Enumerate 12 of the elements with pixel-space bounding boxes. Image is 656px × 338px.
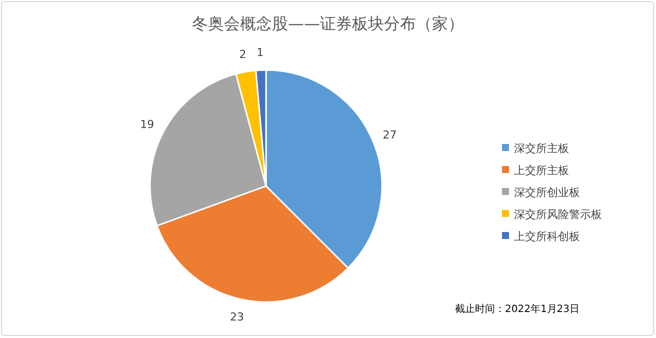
legend-label: 深交所创业板 [514,186,580,199]
data-label: 19 [140,118,154,131]
data-label: 2 [239,48,246,61]
legend-label: 深交所风险警示板 [514,208,602,221]
legend-label: 深交所主板 [514,142,569,155]
legend-label: 上交所主板 [514,164,569,177]
data-label: 23 [230,310,244,324]
data-label: 27 [382,128,397,142]
data-label: 1 [256,46,264,59]
chart-title: 冬奥会概念股——证券板块分布（家） [192,14,464,33]
legend-label: 上交所科创板 [514,230,580,243]
text: 截止时间：2022年1月23日 [455,303,580,315]
